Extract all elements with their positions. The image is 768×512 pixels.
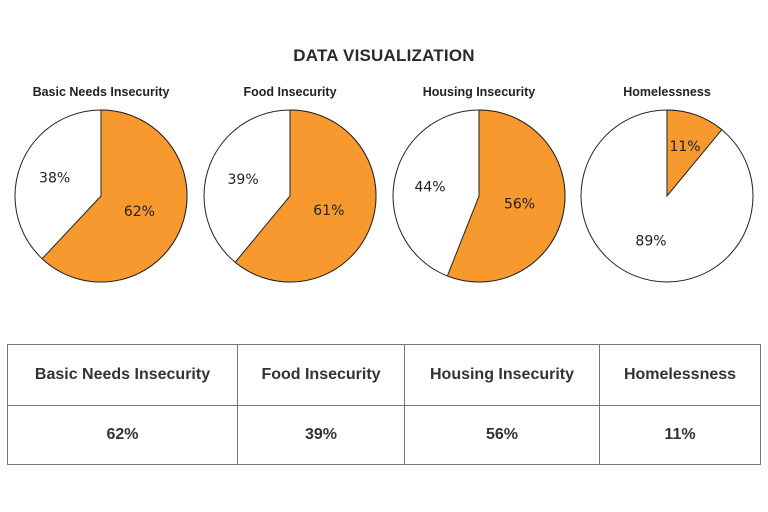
table-header-cell: Homelessness (599, 344, 761, 406)
pie-title: Food Insecurity (243, 85, 336, 99)
pie-slice (41, 109, 188, 283)
table-header-cell: Housing Insecurity (404, 344, 600, 406)
pie-slice-label: 39% (228, 172, 259, 188)
pie-slice (666, 109, 723, 198)
pie-chart: Housing Insecurity 56% 44% (392, 85, 566, 283)
pie-charts: Basic Needs Insecurity 62% 38% Food Insecur… (14, 85, 754, 283)
pie-title: Housing Insecurity (423, 85, 536, 99)
pie-title: Basic Needs Insecurity (33, 85, 170, 99)
pie-slice-label: 44% (414, 180, 445, 196)
pie-slice-label: 56% (504, 197, 535, 213)
pie-slice (446, 109, 566, 283)
table-header-cell: Basic Needs Insecurity (7, 344, 238, 406)
table-cell: 11% (599, 405, 761, 465)
pie-chart: Homelessness 11% 89% (580, 85, 754, 283)
pie-chart: Basic Needs Insecurity 62% 38% (14, 85, 188, 283)
table-cell: 56% (404, 405, 600, 465)
table-row: 62% 39% 56% 11% (7, 405, 761, 465)
pie-slice-label: 11% (669, 139, 700, 155)
page-title: DATA VISUALIZATION (293, 46, 475, 65)
table-header-cell: Food Insecurity (237, 344, 405, 406)
table-cell: 39% (237, 405, 405, 465)
pie-slice-label: 89% (635, 234, 666, 250)
pie-chart: Food Insecurity 61% 39% (203, 85, 377, 283)
pie-slice-label: 62% (124, 204, 155, 220)
table-header-row: Basic Needs Insecurity Food Insecurity H… (7, 344, 761, 406)
pie-slice-label: 38% (39, 171, 70, 187)
data-table: Basic Needs Insecurity Food Insecurity H… (7, 344, 761, 465)
pie-title: Homelessness (623, 85, 711, 99)
pie-slice-label: 61% (313, 203, 344, 219)
table-cell: 62% (7, 405, 238, 465)
pie-slice (234, 109, 377, 283)
